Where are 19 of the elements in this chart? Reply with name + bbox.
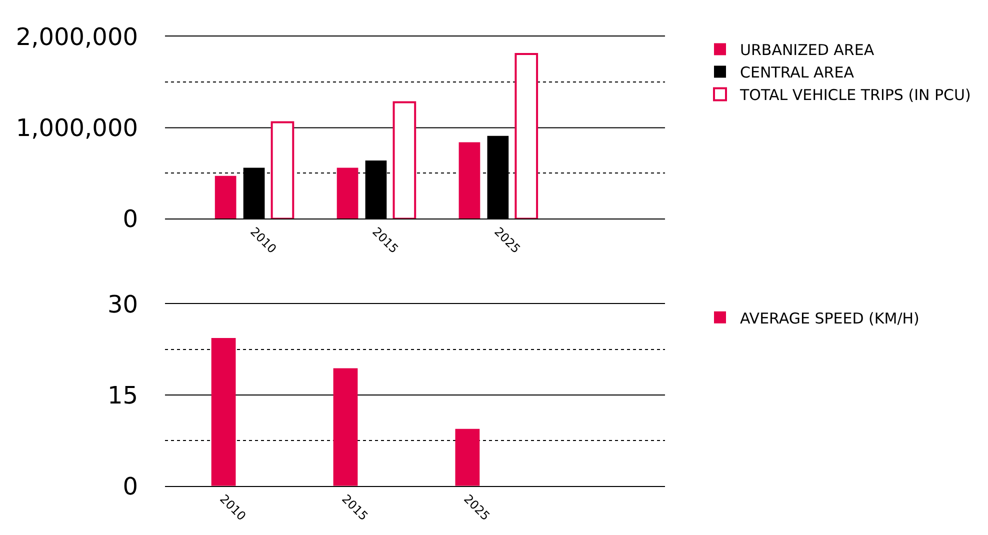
y-tick-label: 0 xyxy=(122,205,138,234)
y-tick-label: 30 xyxy=(107,290,138,318)
bar xyxy=(458,142,480,219)
bar xyxy=(333,368,358,486)
bar xyxy=(336,168,358,219)
bar xyxy=(455,428,480,486)
legend-label: TOTAL VEHICLE TRIPS (IN PCU) xyxy=(739,86,971,104)
legend-label: CENTRAL AREA xyxy=(740,64,855,82)
bar xyxy=(270,121,294,219)
legend-label: URBANIZED AREA xyxy=(740,41,875,60)
bar xyxy=(392,101,416,219)
legend-label: AVERAGE SPEED (KM/H) xyxy=(740,309,920,328)
bar xyxy=(211,338,236,486)
bar xyxy=(214,176,236,219)
y-tick-label: 1,000,000 xyxy=(16,114,138,142)
bar xyxy=(514,53,538,219)
y-tick-label: 15 xyxy=(107,381,138,410)
y-tick-label: 0 xyxy=(122,472,138,500)
y-tick-label: 2,000,000 xyxy=(16,23,138,52)
